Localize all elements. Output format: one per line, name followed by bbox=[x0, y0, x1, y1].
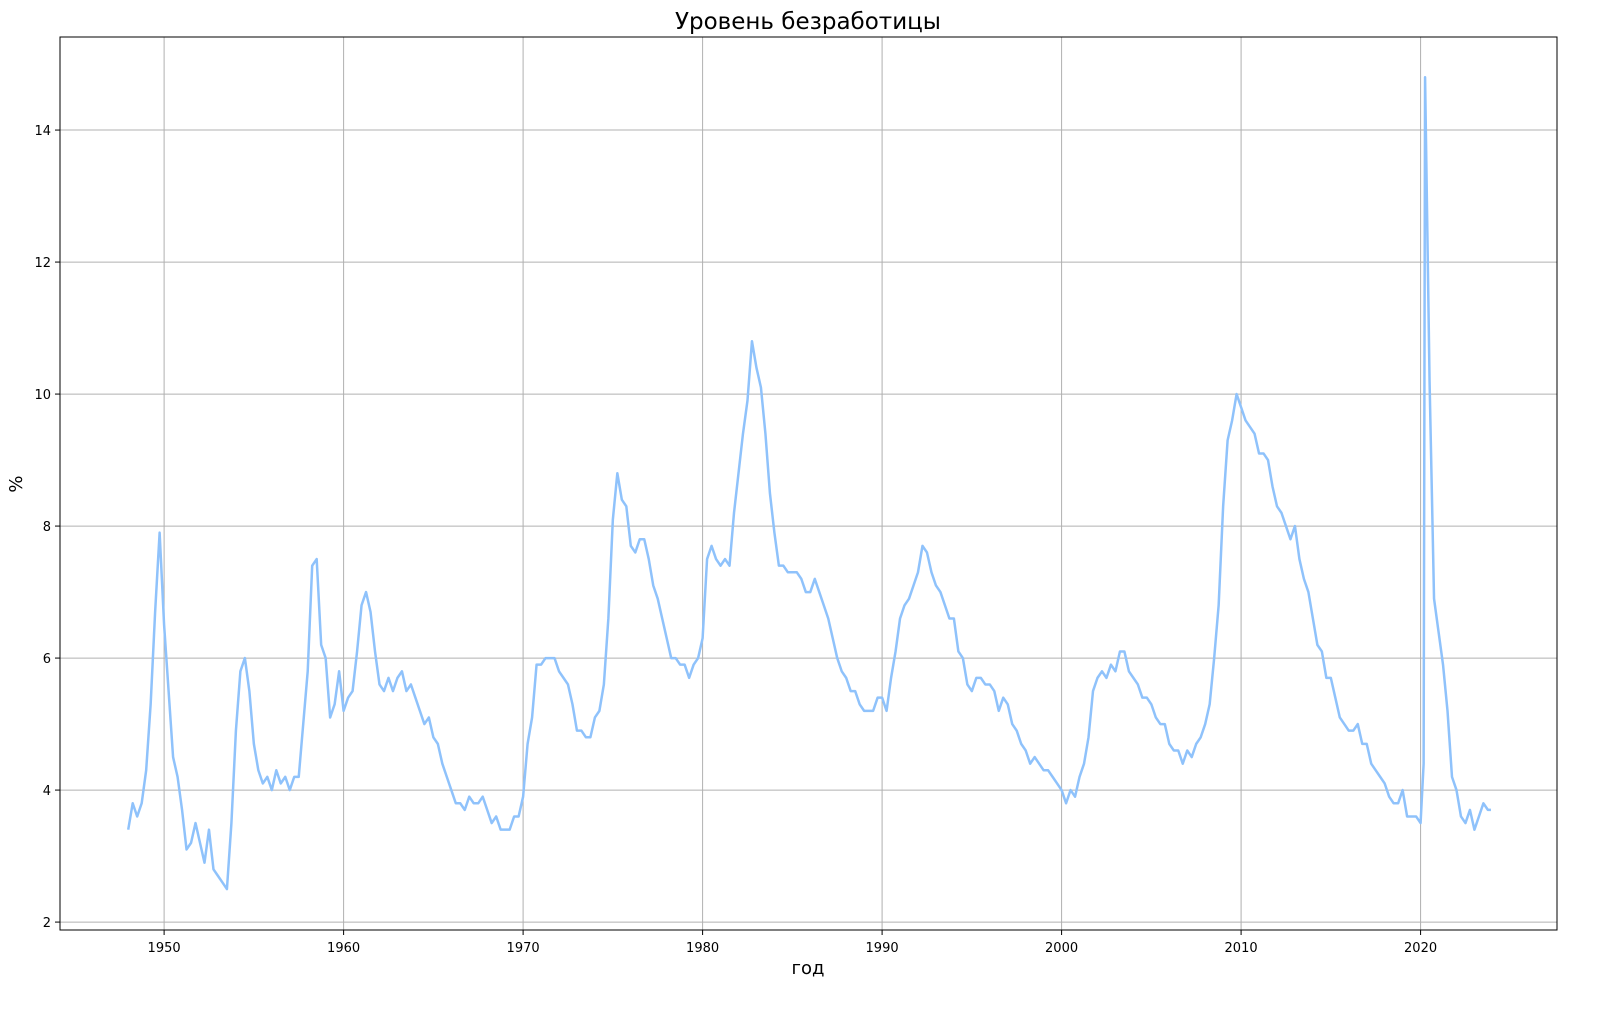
data-line bbox=[126, 76, 1491, 891]
x-tick-label: 2020 bbox=[1404, 941, 1437, 956]
y-axis-label: % bbox=[6, 475, 27, 492]
x-tick-label: 1970 bbox=[507, 941, 540, 956]
x-tick-label: 2010 bbox=[1225, 941, 1258, 956]
y-tick-label: 4 bbox=[43, 784, 51, 799]
y-tick-label: 14 bbox=[34, 124, 51, 139]
x-tick-label: 1980 bbox=[686, 941, 719, 956]
x-tick-label: 2000 bbox=[1045, 941, 1078, 956]
y-tick-label: 10 bbox=[34, 388, 51, 403]
y-tick-label: 2 bbox=[43, 916, 51, 931]
chart-title: Уровень безработицы bbox=[675, 9, 941, 35]
y-tick-label: 12 bbox=[34, 256, 51, 271]
y-tick-label: 6 bbox=[43, 652, 51, 667]
x-tick-label: 1960 bbox=[327, 941, 360, 956]
y-tick-label: 8 bbox=[43, 520, 51, 535]
x-axis-label: год bbox=[792, 958, 825, 979]
x-tick-label: 1990 bbox=[866, 941, 899, 956]
plot-frame bbox=[59, 36, 1558, 931]
x-tick-label: 1950 bbox=[148, 941, 181, 956]
